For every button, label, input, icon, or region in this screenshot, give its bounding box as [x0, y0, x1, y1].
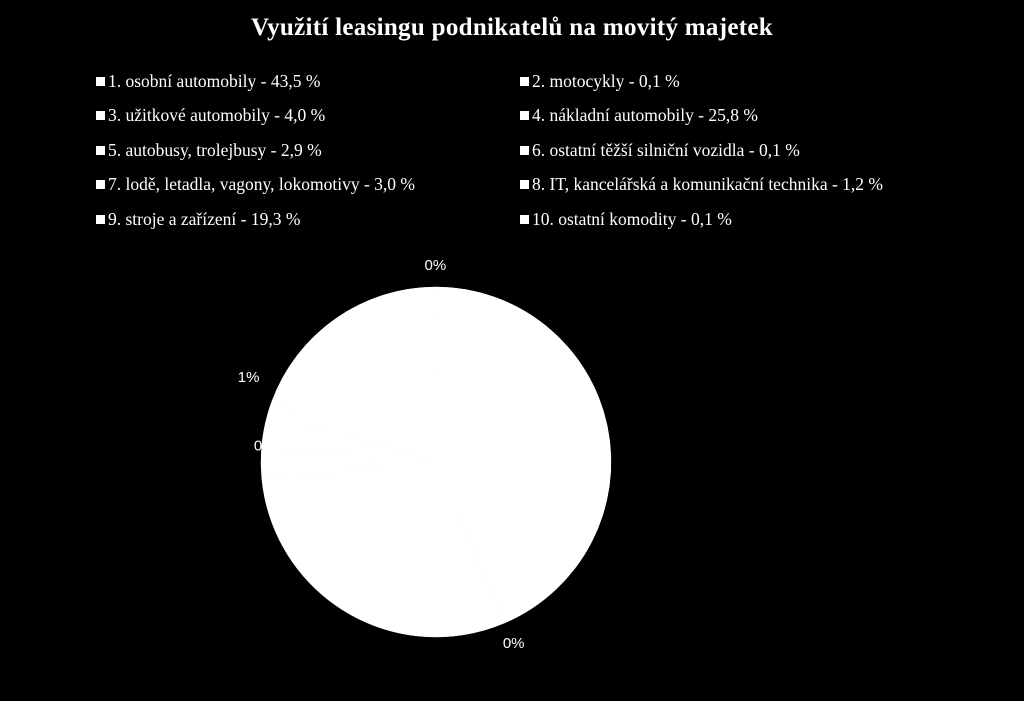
legend-label: 7. lodě, letadla, vagony, lokomotivy - 3… [108, 174, 416, 195]
legend-swatch [520, 214, 529, 224]
legend-label: 8. IT, kancelářská a komunikační technik… [532, 174, 883, 195]
legend-label: 2. motocykly - 0,1 % [532, 70, 680, 91]
legend: 1. osobní automobily - 43,5 % 2. motocykl… [96, 64, 996, 237]
data-label: 1% [238, 369, 260, 386]
legend-label: 9. stroje a zařízení - 19,3 % [108, 208, 301, 229]
pie-slice [434, 286, 437, 463]
legend-swatch [96, 76, 105, 86]
legend-item: 2. motocykly - 0,1 % [520, 64, 996, 99]
data-label: 0% [254, 437, 276, 454]
pie-slice [261, 461, 463, 638]
data-label: 0% [503, 635, 525, 652]
legend-item: 10. ostatní komodity - 0,1 % [520, 202, 996, 237]
legend-item: 6. ostatní těžší silniční vozidla - 0,1 … [520, 133, 996, 168]
legend-item: 4. nákladní automobily - 25,8 % [520, 99, 996, 134]
pie-slice [271, 286, 437, 463]
legend-item: 5. autobusy, trolejbusy - 2,9 % [96, 133, 520, 168]
data-label: 0% [425, 257, 447, 274]
legend-swatch [520, 145, 529, 155]
pie-slice [435, 286, 612, 623]
legend-swatch [96, 214, 105, 224]
legend-label: 5. autobusy, trolejbusy - 2,9 % [108, 139, 322, 160]
legend-swatch [96, 180, 105, 190]
legend-item: 7. lodě, letadla, vagony, lokomotivy - 3… [96, 168, 520, 203]
chart-title: Využití leasingu podnikatelů na movitý m… [251, 14, 773, 41]
legend-label: 1. osobní automobily - 43,5 % [108, 70, 321, 91]
legend-item: 9. stroje a zařízení - 19,3 % [96, 202, 520, 237]
legend-label: 3. užitkové automobily - 4,0 % [108, 105, 326, 126]
legend-label: 4. nákladní automobily - 25,8 % [532, 105, 759, 126]
legend-swatch [96, 111, 105, 121]
legend-item: 8. IT, kancelářská a komunikační technik… [520, 168, 996, 203]
legend-item: 1. osobní automobily - 43,5 % [96, 64, 520, 99]
legend-item: 3. užitkové automobily - 4,0 % [96, 99, 520, 134]
legend-swatch [520, 180, 529, 190]
legend-swatch [520, 111, 529, 121]
legend-swatch [520, 76, 529, 86]
legend-label: 10. ostatní komodity - 0,1 % [532, 208, 732, 229]
legend-swatch [96, 145, 105, 155]
legend-label: 6. ostatní těžší silniční vozidla - 0,1 … [532, 139, 800, 160]
